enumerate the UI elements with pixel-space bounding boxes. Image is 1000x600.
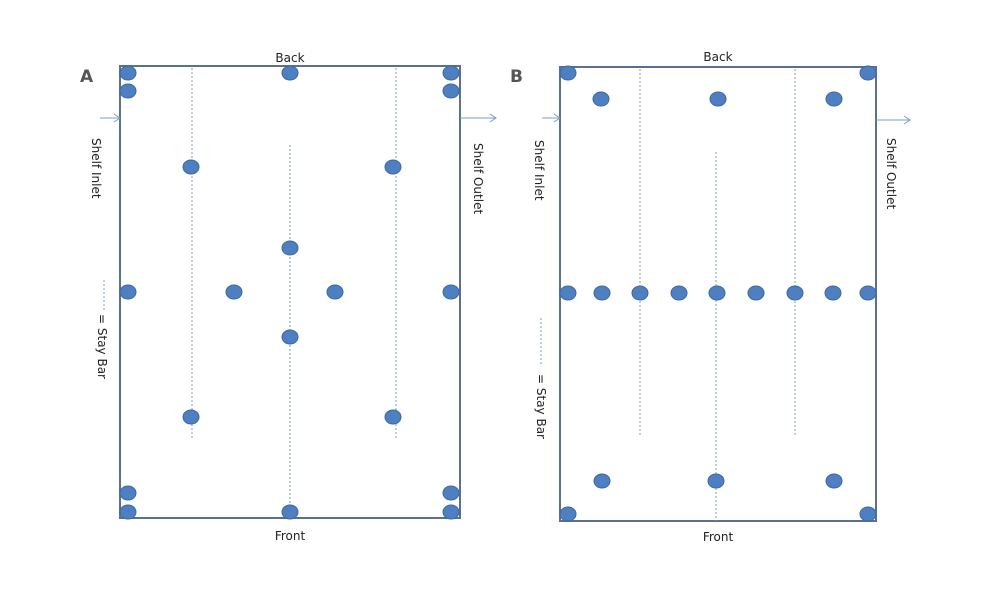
- panel-a-outlet-arrowhead: [489, 113, 497, 123]
- sensor: [859, 506, 877, 522]
- panel-b-front-label: Front: [703, 530, 734, 544]
- panel-a-inlet-label: Shelf Inlet: [89, 138, 103, 199]
- sensor: [384, 409, 402, 425]
- sensor: [593, 285, 611, 301]
- sensor: [119, 65, 137, 81]
- panel-a-front-label: Front: [275, 529, 306, 543]
- panel-b-letter: B: [510, 67, 523, 87]
- sensor: [119, 504, 137, 520]
- panel-a: A Back Front Shelf Inlet Shelf Outlet = …: [80, 51, 497, 543]
- panel-b-back-label: Back: [703, 50, 732, 64]
- panel-b-inlet-arrowhead: [553, 113, 561, 123]
- panel-b-legend-label: = Stay Bar: [534, 374, 548, 439]
- sensor: [824, 285, 842, 301]
- sensor: [281, 240, 299, 256]
- sensor: [559, 285, 577, 301]
- sensor: [119, 284, 137, 300]
- panel-a-letter: A: [80, 67, 94, 87]
- panel-b-inlet-label: Shelf Inlet: [532, 140, 546, 201]
- sensor: [442, 485, 460, 501]
- panel-b-outlet-label: Shelf Outlet: [884, 138, 898, 209]
- sensor: [182, 409, 200, 425]
- sensor: [709, 91, 727, 107]
- sensor: [708, 285, 726, 301]
- sensor: [559, 506, 577, 522]
- sensor: [859, 285, 877, 301]
- sensor: [786, 285, 804, 301]
- sensor: [119, 485, 137, 501]
- panel-a-legend-label: = Stay Bar: [95, 314, 109, 379]
- panel-a-outlet-label: Shelf Outlet: [471, 143, 485, 214]
- panel-a-back-label: Back: [275, 51, 304, 65]
- sensor: [384, 159, 402, 175]
- sensor: [825, 91, 843, 107]
- sensor: [559, 65, 577, 81]
- sensor: [707, 473, 725, 489]
- panel-b: B Back Front Shelf Inlet Shelf Outlet = …: [510, 50, 911, 544]
- panel-b-sensors: [559, 65, 877, 522]
- sensor: [281, 504, 299, 520]
- sensor: [670, 285, 688, 301]
- sensor: [225, 284, 243, 300]
- sensor: [631, 285, 649, 301]
- panel-a-inlet-arrowhead: [113, 113, 121, 123]
- sensor: [859, 65, 877, 81]
- sensor: [442, 284, 460, 300]
- sensor: [281, 65, 299, 81]
- sensor: [326, 284, 344, 300]
- sensor: [592, 91, 610, 107]
- sensor: [593, 473, 611, 489]
- sensor: [281, 329, 299, 345]
- sensor: [182, 159, 200, 175]
- sensor: [442, 504, 460, 520]
- sensor: [119, 83, 137, 99]
- panel-a-sensors: [119, 65, 460, 520]
- sensor: [442, 83, 460, 99]
- sensor: [747, 285, 765, 301]
- panel-b-outlet-arrowhead: [903, 115, 911, 125]
- sensor: [442, 65, 460, 81]
- sensor: [825, 473, 843, 489]
